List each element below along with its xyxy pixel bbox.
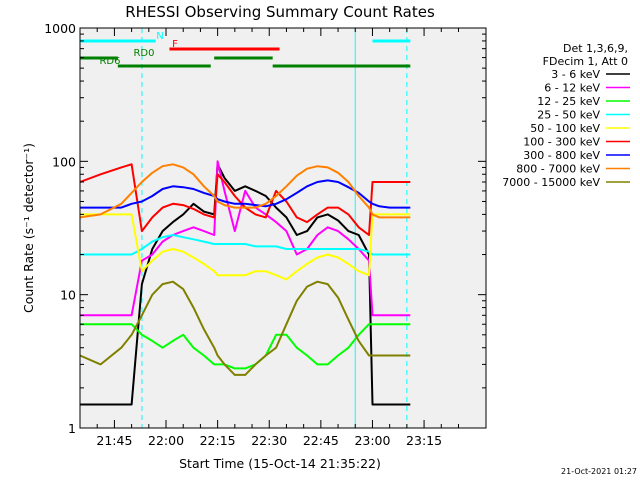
y-tick-label-1: 10 xyxy=(60,288,76,303)
x-tick-label-2: 22:15 xyxy=(200,433,236,448)
legend-label-0: 3 - 6 keV xyxy=(551,68,600,81)
legend-label-6: 300 - 800 keV xyxy=(523,149,600,162)
series-line-7 xyxy=(79,163,411,219)
info-line-1: Det 1,3,6,9, xyxy=(563,42,628,55)
legend-label-3: 25 - 50 keV xyxy=(537,109,600,122)
x-tick-label-4: 22:45 xyxy=(303,433,339,448)
flag-bars: NF RD0 RD6 xyxy=(80,31,411,68)
flag-label-rd6: RD6 xyxy=(99,56,120,67)
flag-label-f: F xyxy=(172,39,178,50)
series-line-5 xyxy=(79,163,411,236)
info-line-2: FDecim 1, Att 0 xyxy=(543,55,628,68)
legend-label-8: 7000 - 15000 keV xyxy=(502,176,600,189)
series-lines xyxy=(79,160,411,406)
timestamp-label: 21-Oct-2021 01:27 xyxy=(561,467,637,476)
y-tick-label-3: 1000 xyxy=(44,21,76,36)
legend-label-5: 100 - 300 keV xyxy=(523,136,600,149)
series-line-0 xyxy=(80,163,411,406)
y-tick-label-2: 100 xyxy=(52,154,76,169)
x-tick-label-0: 21:45 xyxy=(96,433,132,448)
x-tick-label-6: 23:15 xyxy=(406,433,442,448)
x-axis-label: Start Time (15-Oct-14 21:35:22) xyxy=(179,456,381,471)
x-tick-label-1: 22:00 xyxy=(148,433,184,448)
axes: 1 10 100 1000 21:45 22:00 22:15 22:30 22:45 23:00… xyxy=(44,21,487,448)
series-line-4 xyxy=(80,213,411,281)
flag-label-rd0: RD0 xyxy=(133,48,154,59)
legend-label-1: 6 - 12 keV xyxy=(544,82,600,95)
series-line-8 xyxy=(79,280,411,376)
series-line-3 xyxy=(80,234,411,256)
plot-frame xyxy=(79,27,487,429)
series-line-6 xyxy=(80,179,411,209)
chart-title: RHESSI Observing Summary Count Rates xyxy=(125,3,435,21)
y-axis-label: Count Rate (s⁻¹ detector⁻¹) xyxy=(21,143,36,313)
legend-label-2: 12 - 25 keV xyxy=(537,95,600,108)
flag-label-n: N xyxy=(156,31,163,42)
y-tick-label-0: 1 xyxy=(68,421,76,436)
x-tick-label-3: 22:30 xyxy=(251,433,287,448)
legend-label-4: 50 - 100 keV xyxy=(530,122,600,135)
x-tick-label-5: 23:00 xyxy=(354,433,390,448)
legend-label-7: 800 - 7000 keV xyxy=(516,163,600,176)
